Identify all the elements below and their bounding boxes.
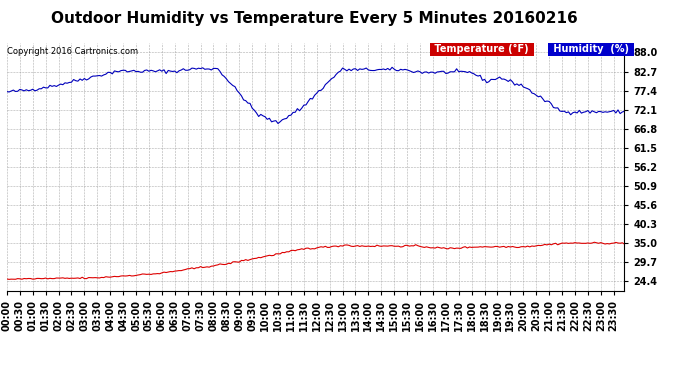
Text: Humidity  (%): Humidity (%) [550, 44, 632, 54]
Text: Copyright 2016 Cartronics.com: Copyright 2016 Cartronics.com [7, 47, 138, 56]
Text: Outdoor Humidity vs Temperature Every 5 Minutes 20160216: Outdoor Humidity vs Temperature Every 5 … [50, 11, 578, 26]
Text: Temperature (°F): Temperature (°F) [431, 44, 532, 54]
